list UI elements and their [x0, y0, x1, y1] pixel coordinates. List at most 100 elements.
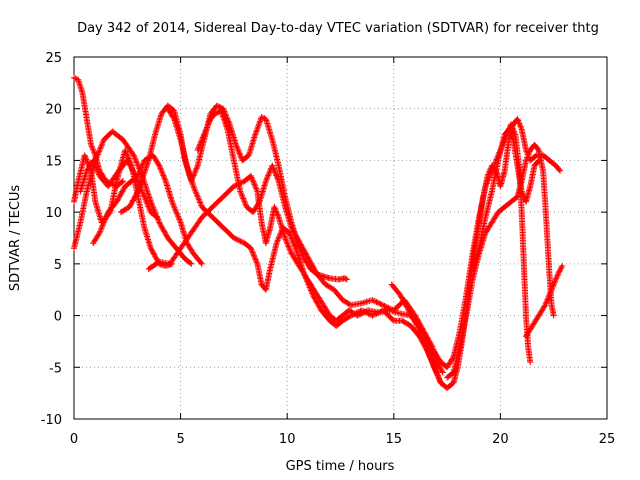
data-point [353, 310, 360, 316]
data-point [200, 133, 207, 139]
data-point [433, 369, 440, 376]
data-point [92, 163, 99, 170]
data-point [362, 309, 369, 316]
grid-lines [74, 57, 607, 419]
data-point [431, 364, 438, 371]
data-point [535, 157, 542, 164]
data-point [358, 307, 365, 314]
data-point [236, 237, 243, 244]
series-track-14 [523, 262, 566, 340]
data-point [239, 192, 245, 199]
data-point [198, 260, 205, 267]
data-point [421, 339, 427, 346]
data-point [365, 310, 372, 317]
data-point [133, 158, 140, 165]
data-point [240, 196, 247, 203]
data-point [115, 194, 122, 201]
x-tick-label: 25 [599, 432, 616, 447]
data-point [398, 294, 405, 301]
data-point [159, 171, 166, 178]
data-point [557, 167, 564, 174]
data-point [192, 166, 199, 173]
data-point [130, 196, 137, 203]
data-point [304, 254, 311, 261]
data-point [202, 127, 209, 134]
data-point [283, 239, 290, 246]
series-track-8 [164, 105, 444, 386]
data-point [150, 250, 157, 257]
data-point [162, 231, 169, 238]
data-point [99, 222, 106, 229]
data-point [274, 175, 281, 182]
data-point [198, 137, 205, 144]
data-point [250, 251, 257, 257]
data-point [90, 157, 97, 164]
data-point [436, 377, 443, 383]
data-point [507, 129, 514, 136]
data-point [399, 295, 406, 302]
data-point [552, 276, 559, 283]
data-point [237, 188, 244, 195]
data-point [556, 268, 563, 275]
x-tick-labels: 0 5 10 15 20 25 [70, 432, 615, 447]
data-point [553, 275, 560, 282]
data-point [289, 225, 296, 232]
data-point [488, 169, 495, 176]
data-point [127, 201, 134, 208]
data-point [155, 161, 162, 168]
data-point [553, 274, 560, 280]
data-point [152, 253, 158, 260]
y-tick-label: -10 [41, 413, 62, 428]
data-point [277, 231, 283, 238]
data-point [193, 165, 200, 172]
data-point [95, 170, 102, 177]
data-point [148, 246, 155, 253]
data-point [303, 251, 310, 258]
data-point [237, 189, 244, 196]
data-point [141, 195, 148, 201]
data-point [397, 293, 404, 300]
data-point [369, 297, 376, 304]
data-point [411, 317, 418, 324]
data-point [159, 169, 166, 176]
data-point [404, 304, 411, 311]
data-point [240, 195, 247, 202]
data-point [162, 176, 169, 183]
data-point [278, 228, 285, 235]
data-point [304, 253, 311, 260]
data-point [483, 180, 490, 187]
plot-frame [73, 56, 608, 420]
data-point [215, 103, 222, 110]
y-tick-labels: -10 -5 0 5 10 15 20 25 [41, 51, 62, 428]
data-point [195, 144, 202, 151]
data-point [435, 374, 442, 381]
data-point [384, 304, 391, 311]
data-point [526, 150, 532, 156]
data-point [253, 258, 260, 264]
data-point [90, 158, 97, 165]
data-point [250, 136, 257, 142]
data-point [143, 199, 150, 206]
data-point [348, 312, 355, 319]
data-point [554, 272, 561, 279]
data-point [233, 236, 240, 243]
data-point [550, 281, 557, 288]
data-point [557, 267, 564, 274]
data-point [97, 144, 104, 151]
data-point [128, 165, 135, 172]
data-point [252, 255, 258, 262]
data-point [296, 238, 303, 245]
axis-ticks [73, 56, 608, 420]
x-tick-label: 20 [492, 432, 509, 447]
data-point [310, 264, 317, 271]
data-point [408, 312, 415, 319]
data-point [366, 311, 373, 318]
data-point [269, 162, 276, 169]
data-point [160, 173, 167, 180]
data-point [237, 153, 244, 160]
data-point [248, 246, 255, 253]
data-point [84, 157, 90, 164]
data-point [187, 260, 194, 266]
data-point [385, 304, 392, 311]
